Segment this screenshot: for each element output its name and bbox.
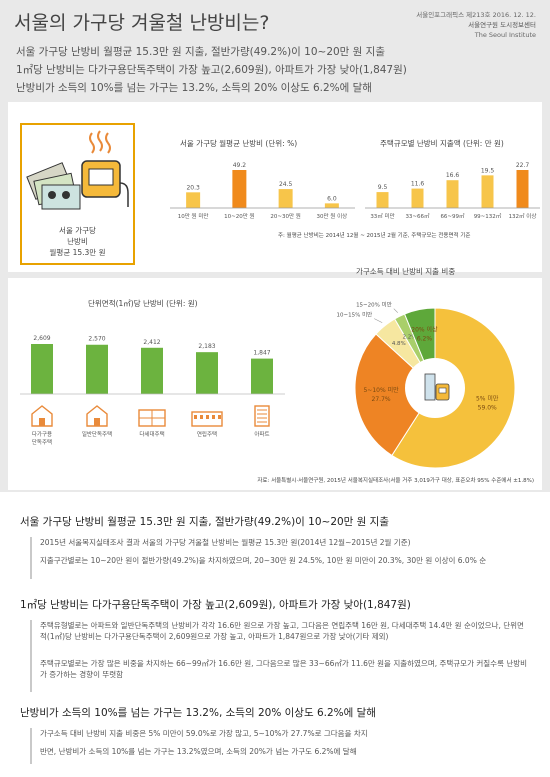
- cost-per-area-chart: 2,609 다가구용단독주택 2,570 일반단독주택 2,412 다세대주택 2,183 연…: [20, 335, 285, 446]
- category-label-0: 33㎡ 미만: [370, 212, 394, 220]
- housing-size-cost-chart: 9.5 33㎡ 미만 11.6 33~66㎡ 16.6 66~99㎡ 19.5 99~132㎡…: [365, 162, 540, 220]
- section1-paragraph-1: 2015년 서울복지실태조사 결과 서울의 가구당 겨울철 난방비는 월평균 1…: [40, 538, 411, 547]
- publisher-name: 서울연구원 도시정보센터: [468, 21, 536, 29]
- chart4-title: 가구소득 대비 난방비 지출 비중: [356, 267, 456, 276]
- section3-heading: 난방비가 소득의 10%를 넘는 가구는 13.2%, 소득의 20% 이상도 …: [20, 707, 376, 719]
- category-label-0-1: 단독주택: [32, 438, 52, 446]
- bar-value-label-3: 2,183: [198, 343, 215, 350]
- bar-value-label-3: 19.5: [481, 167, 495, 174]
- slice-label-2: 10~15% 미만: [337, 311, 373, 319]
- heating-bill-icon: [26, 130, 129, 210]
- category-label-1: 33~66㎡: [405, 212, 430, 220]
- chart1-title: 서울 가구당 월평균 난방비 (단위: %): [180, 139, 298, 148]
- house-icon-1: [86, 405, 108, 427]
- chart3-title: 단위면적(1㎡)당 난방비 (단위: 원): [88, 299, 198, 308]
- summary-line-3: 월평균 15.3만 원: [49, 248, 106, 257]
- chart-note: 주: 월평균 난방비는 2014년 12월 ~ 2015년 2월 기준, 주택규…: [278, 233, 471, 239]
- category-label-3: 30만 원 이상: [317, 212, 348, 220]
- bar-0: [31, 344, 53, 394]
- bar-2: [446, 180, 459, 208]
- category-label-3-0: 연립주택: [197, 430, 217, 438]
- section1-rule: [30, 537, 32, 579]
- bar-4: [516, 170, 529, 208]
- category-label-2: 66~99㎡: [440, 212, 465, 220]
- category-label-4-0: 아파트: [254, 430, 269, 438]
- slice-value-4: 6.2%: [417, 336, 433, 343]
- income-share-pie-chart: 5% 미만 59.0% 5~10% 미만 27.7% 4.8% 10~15% 미만 2.2%…: [337, 301, 516, 469]
- bar-value-label-2: 2,412: [143, 339, 160, 346]
- bar-3: [324, 203, 339, 208]
- section3-rule: [30, 728, 32, 764]
- bar-4: [251, 358, 273, 394]
- bar-2: [141, 347, 163, 394]
- slice-value-1: 27.7%: [372, 396, 391, 403]
- slice-value-0: 59.0%: [478, 404, 497, 411]
- subtitle-3: 난방비가 소득의 10%를 넘는 가구는 13.2%, 소득의 20% 이상도 …: [16, 82, 372, 94]
- bar-value-label-3: 6.0: [327, 195, 337, 202]
- category-label-0-0: 다가구용: [32, 430, 52, 438]
- subtitle-1: 서울 가구당 난방비 월평균 15.3만 원 지출, 절반가량(49.2%)이 …: [16, 46, 386, 58]
- bar-3: [196, 352, 218, 394]
- category-label-2: 20~30만 원: [270, 212, 300, 220]
- bar-1: [411, 188, 424, 208]
- category-label-2-0: 다세대주택: [139, 430, 164, 438]
- apartment-icon-4: [254, 405, 270, 427]
- bar-value-label-2: 16.6: [446, 172, 460, 179]
- bar-0: [186, 192, 201, 208]
- bar-value-label-1: 2,570: [88, 336, 105, 343]
- pie-slice-1: [354, 333, 436, 457]
- townhouse-icon-2: [138, 409, 166, 427]
- section2-rule: [30, 620, 32, 692]
- bar-value-label-1: 11.6: [411, 181, 425, 188]
- slice-label-3: 15~20% 미만: [356, 301, 392, 309]
- issue-info: 서울인포그래픽스 제213호 2016. 12. 12.: [416, 11, 536, 19]
- section2-paragraph-2: 주택규모별로는 가장 많은 비중을 차지하는 66~99㎡가 16.6만 원, …: [40, 659, 528, 679]
- chart2-title: 주택규모별 난방비 지출액 (단위: 만 원): [380, 139, 504, 148]
- section1-heading: 서울 가구당 난방비 월평균 15.3만 원 지출, 절반가량(49.2%)이 …: [20, 516, 390, 528]
- section2-heading: 1㎡당 난방비는 다가구용단독주택이 가장 높고(2,609원), 아파트가 가…: [20, 599, 411, 611]
- bar-value-label-4: 1,847: [253, 350, 270, 357]
- bar-value-label-4: 22.7: [516, 162, 530, 169]
- bar-value-label-2: 24.5: [279, 181, 293, 188]
- monthly-heating-cost-chart: 20.3 10만 원 미만 49.2 10~20만 원 24.5 20~30만 원 6.0 3…: [170, 162, 355, 220]
- data-source: 자료: 서울특별시·서울연구원, 2015년 서울복지실태조사(서울 거주 3,…: [257, 478, 534, 484]
- bar-value-label-0: 20.3: [186, 184, 200, 191]
- publisher-name-en: The Seoul Institute: [474, 31, 536, 39]
- slice-label-0: 5% 미만: [476, 394, 499, 402]
- category-label-4: 132㎡ 이상: [509, 212, 537, 220]
- category-label-1: 10~20만 원: [224, 212, 254, 220]
- house-icon-0: [31, 405, 53, 427]
- bar-1: [86, 344, 108, 394]
- subtitle-2: 1㎡당 난방비는 다가구용단독주택이 가장 높고(2,609원), 아파트가 가…: [16, 64, 407, 76]
- bar-value-label-0: 9.5: [378, 184, 388, 191]
- summary-line-2: 난방비: [67, 237, 88, 246]
- slice-value-2: 4.8%: [392, 341, 406, 347]
- bar-1: [232, 170, 247, 208]
- page-title: 서울의 가구당 겨울철 난방비는?: [14, 12, 270, 34]
- bar-2: [278, 189, 293, 208]
- bar-3: [481, 175, 494, 208]
- bar-0: [376, 192, 389, 208]
- slice-label-4: 20% 이상: [411, 326, 438, 334]
- section1-paragraph-2: 지출구간별로는 10~20만 원이 절반가량(49.2%)을 차지하였으며, 2…: [40, 556, 487, 565]
- publication-meta: 서울인포그래픽스 제213호 2016. 12. 12. 서울연구원 도시정보센…: [416, 10, 536, 40]
- bar-value-label-0: 2,609: [33, 335, 50, 342]
- category-label-1-0: 일반단독주택: [82, 430, 112, 438]
- slice-value-3: 2.2%: [402, 334, 416, 340]
- category-label-3: 99~132㎡: [474, 212, 502, 220]
- section3-paragraph-1: 가구소득 대비 난방비 지출 비중은 5% 미만이 59.0%로 가장 많고, …: [40, 729, 368, 738]
- section2-paragraph-1: 주택유형별로는 아파트와 일반단독주택의 난방비가 각각 16.6만 원으로 가…: [40, 621, 524, 641]
- section3-paragraph-2: 반면, 난방비가 소득의 10%를 넘는 가구는 13.2%였으며, 소득의 2…: [40, 747, 357, 756]
- bar-value-label-1: 49.2: [233, 162, 247, 169]
- infographic-panel: 서울의 가구당 겨울철 난방비는? 서울인포그래픽스 제213호 2016. 1…: [0, 0, 550, 492]
- text-body: 서울 가구당 난방비 월평균 15.3만 원 지출, 절반가량(49.2%)이 …: [0, 492, 550, 777]
- summary-line-1: 서울 가구당: [59, 226, 96, 235]
- heater-icon: [424, 373, 450, 401]
- summary-box: 서울 가구당 난방비 월평균 15.3만 원: [20, 123, 135, 265]
- category-label-0: 10만 원 미만: [178, 212, 209, 220]
- slice-label-1: 5~10% 미만: [363, 386, 399, 394]
- row-house-icon-3: [191, 411, 223, 427]
